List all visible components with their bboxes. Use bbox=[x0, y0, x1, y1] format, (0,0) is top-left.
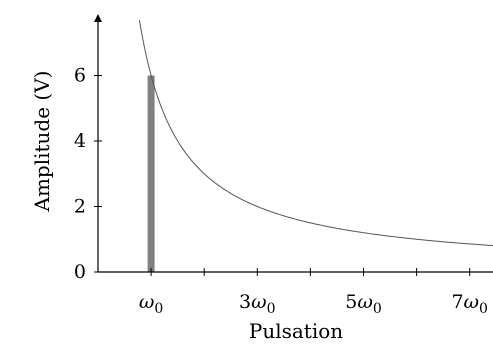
plot-area: 0 2 4 6 ω0 3ω0 5ω0 7ω0 bbox=[74, 14, 493, 317]
x-tick-label-7: 7ω0 bbox=[451, 291, 488, 317]
x-tick-label-5: 5ω0 bbox=[345, 291, 382, 317]
y-tick-label-2: 2 bbox=[74, 196, 86, 218]
envelope-line bbox=[138, 19, 493, 247]
y-tick-label-0: 0 bbox=[74, 261, 86, 283]
y-axis-arrow bbox=[94, 14, 102, 22]
y-axis-label: Amplitude (V) bbox=[30, 71, 54, 213]
y-tick-label-4: 4 bbox=[74, 130, 86, 152]
y-tick-label-6: 6 bbox=[74, 65, 86, 87]
x-tick-label-3: 3ω0 bbox=[239, 291, 276, 317]
x-tick-label-1: ω0 bbox=[139, 291, 163, 317]
bar-0 bbox=[147, 75, 155, 272]
x-axis-label: Pulsation bbox=[249, 319, 343, 343]
